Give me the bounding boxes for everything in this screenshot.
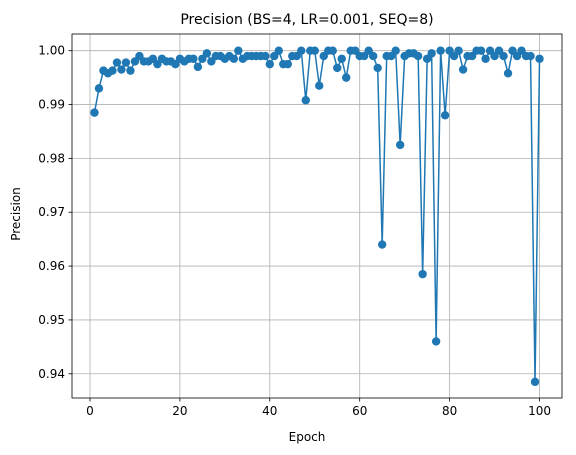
data-point <box>395 140 405 150</box>
data-point <box>108 66 117 75</box>
data-point <box>229 54 239 63</box>
data-point <box>454 46 463 55</box>
x-tick-label: 60 <box>352 404 367 418</box>
data-point <box>503 69 513 78</box>
data-point <box>310 46 319 55</box>
data-point <box>328 46 337 55</box>
data-point <box>436 46 445 55</box>
data-point <box>391 46 400 55</box>
y-tick-label: 0.97 <box>38 205 65 219</box>
y-tick-label: 0.99 <box>38 98 65 112</box>
data-point <box>377 240 387 249</box>
y-axis-label: Precision <box>9 187 23 241</box>
data-series <box>90 46 544 387</box>
chart-title: Precision (BS=4, LR=0.001, SEQ=8) <box>180 12 433 28</box>
data-point <box>427 49 436 58</box>
data-point <box>337 54 346 63</box>
data-point <box>526 51 535 61</box>
data-point <box>297 46 306 55</box>
data-point <box>418 269 427 279</box>
data-point <box>117 65 126 74</box>
data-point <box>368 51 378 61</box>
x-axis-label: Epoch <box>289 430 326 444</box>
data-point <box>431 337 441 346</box>
data-point <box>301 96 310 105</box>
data-point <box>530 377 540 387</box>
data-point <box>315 81 324 90</box>
x-axis-ticks: 0 20 40 60 80 100 <box>86 398 551 418</box>
x-tick-label: 100 <box>528 404 551 418</box>
data-point <box>476 46 486 55</box>
data-point <box>274 46 283 55</box>
data-point <box>121 58 131 67</box>
data-point <box>126 66 135 75</box>
x-tick-label: 0 <box>86 404 94 418</box>
data-point <box>283 59 292 69</box>
data-point <box>193 62 203 72</box>
data-point <box>189 54 198 63</box>
y-tick-label: 0.95 <box>38 313 65 327</box>
data-point <box>90 108 99 117</box>
data-point <box>440 111 450 120</box>
y-axis-ticks: 0.94 0.95 0.96 0.97 0.98 0.99 1.00 <box>38 44 72 381</box>
grid-lines <box>72 34 562 398</box>
y-tick-label: 0.98 <box>38 151 65 165</box>
y-tick-label: 0.94 <box>38 367 65 381</box>
data-point <box>481 54 490 63</box>
data-point <box>535 54 544 63</box>
data-point <box>373 63 382 73</box>
data-point <box>234 46 243 55</box>
data-point <box>458 65 468 74</box>
x-tick-label: 80 <box>442 404 457 418</box>
data-point <box>342 73 351 82</box>
y-tick-label: 0.96 <box>38 259 65 273</box>
data-point <box>333 63 342 73</box>
data-point <box>112 58 122 67</box>
data-point <box>499 51 508 61</box>
data-point <box>94 84 104 93</box>
plot-frame <box>71 33 563 399</box>
x-tick-label: 40 <box>262 404 277 418</box>
data-point <box>265 59 274 69</box>
data-point <box>413 51 423 61</box>
y-tick-label: 1.00 <box>38 44 65 58</box>
data-point <box>261 51 270 61</box>
x-tick-label: 20 <box>172 404 187 418</box>
data-point <box>202 49 212 58</box>
